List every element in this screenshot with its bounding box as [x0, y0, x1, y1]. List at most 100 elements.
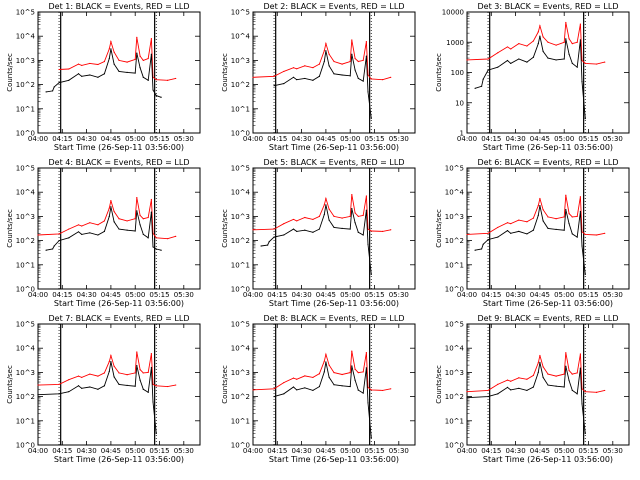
series-point	[382, 79, 384, 81]
series-point	[136, 52, 138, 54]
series-point	[77, 231, 80, 233]
series-point	[466, 59, 468, 61]
series-point	[565, 209, 567, 211]
series-point	[365, 367, 367, 369]
series-point	[532, 56, 535, 58]
series-point	[89, 386, 91, 388]
chart-title: Det 1: BLACK = Events, RED = LLD	[49, 2, 190, 11]
series-point	[152, 246, 154, 248]
series-point	[604, 389, 606, 392]
series-point	[555, 44, 557, 46]
series-point	[312, 79, 314, 81]
series-point	[283, 70, 285, 73]
series-point	[576, 393, 578, 395]
y-tick-label: 10^5	[231, 321, 250, 329]
series-point	[576, 236, 578, 238]
series-point	[568, 369, 570, 372]
series-point	[155, 432, 157, 435]
series-point	[581, 245, 583, 247]
series-point	[367, 243, 369, 245]
series-point	[354, 222, 356, 224]
series-point	[526, 389, 528, 392]
series-point	[532, 229, 535, 231]
series-point	[563, 58, 565, 60]
panel-det-9: Det 9: BLACK = Events, RED = LLD Counts/s…	[435, 314, 630, 464]
series-point	[328, 219, 330, 221]
y-tick-label: 10^1	[231, 105, 250, 113]
series-point	[497, 383, 499, 385]
series-point	[518, 377, 520, 379]
y-tick-label: 10^5	[445, 321, 464, 329]
plot-frame	[466, 167, 630, 290]
series-point	[474, 249, 476, 251]
series-point	[579, 367, 582, 369]
series-point	[555, 218, 557, 220]
series-point	[150, 211, 152, 213]
x-tick-label: 04:00	[457, 447, 477, 455]
series-point	[565, 194, 567, 196]
series-point	[152, 383, 154, 385]
series-point	[89, 62, 91, 65]
y-tick-label: 10^3	[16, 213, 35, 221]
x-tick-label: 05:15	[364, 291, 384, 299]
x-tick-label: 05:00	[340, 135, 360, 143]
series-point	[487, 58, 489, 60]
x-tick-label: 05:15	[364, 447, 384, 455]
y-tick-label: 10^4	[231, 33, 251, 41]
series-point	[68, 237, 70, 239]
series-point	[77, 385, 80, 387]
series-point	[382, 230, 384, 232]
series-point	[97, 375, 99, 377]
series-point	[77, 224, 80, 226]
series-point	[323, 50, 325, 52]
series-point	[506, 222, 509, 224]
x-tick-label: 04:00	[457, 135, 477, 143]
series-point	[576, 372, 578, 374]
series-point	[333, 215, 335, 217]
series-point	[292, 377, 295, 379]
series-point	[296, 389, 298, 391]
series-point	[136, 196, 138, 199]
series-point	[571, 216, 573, 218]
y-tick-label: 10^5	[16, 165, 35, 173]
x-tick-label: 05:30	[174, 291, 194, 299]
series-point	[351, 365, 353, 367]
series-point	[497, 236, 499, 238]
series-point	[323, 204, 325, 206]
x-tick-label: 04:30	[77, 135, 97, 143]
series-point	[296, 68, 298, 70]
series-point	[584, 432, 586, 435]
series-point	[542, 366, 544, 368]
y-tick-label: 10^0	[231, 286, 250, 294]
y-tick-label: 10^0	[16, 286, 35, 294]
series-point	[318, 385, 321, 388]
series-point	[283, 234, 285, 236]
series-point	[506, 386, 509, 388]
y-tick-label: 10^0	[231, 442, 250, 450]
series-point	[126, 61, 128, 63]
series-point	[110, 199, 112, 202]
series-point	[571, 233, 573, 235]
series-point	[142, 372, 144, 374]
series-point	[510, 380, 512, 382]
y-tick-label: 10000	[442, 9, 464, 17]
x-tick-label: 05:00	[554, 291, 574, 299]
series-point	[354, 212, 356, 214]
series-point	[547, 216, 549, 218]
x-axis-label: Start Time (26-Sep-11 03:56:00)	[54, 455, 184, 464]
series-point	[532, 40, 535, 42]
y-tick-label: 10^2	[16, 393, 35, 401]
series-point	[341, 385, 343, 387]
series-point	[53, 86, 55, 88]
series-point	[45, 249, 47, 251]
series-point	[108, 48, 110, 50]
series-point	[268, 241, 270, 243]
series-point	[292, 228, 295, 230]
series-point	[58, 82, 60, 84]
series-point	[518, 58, 520, 60]
x-axis-label: Start Time (26-Sep-11 03:56:00)	[483, 299, 613, 308]
series-point	[283, 223, 285, 225]
series-point	[497, 52, 499, 54]
series-point	[292, 76, 295, 78]
series-point	[333, 226, 335, 229]
